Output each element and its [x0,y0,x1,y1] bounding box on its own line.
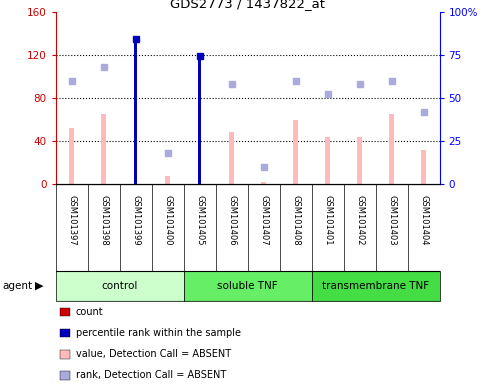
Bar [389,114,395,184]
Bar [69,128,74,184]
Bar [100,114,106,184]
Text: rank, Detection Call = ABSENT: rank, Detection Call = ABSENT [76,371,226,381]
Text: GSM101398: GSM101398 [99,195,108,245]
Text: count: count [76,307,103,317]
Text: ▶: ▶ [35,281,43,291]
Text: GSM101397: GSM101397 [67,195,76,245]
Text: GSM101399: GSM101399 [131,195,140,245]
Bar [261,182,267,184]
Bar [325,137,330,184]
Text: GSM101403: GSM101403 [387,195,396,245]
Bar [198,111,201,184]
Bar [134,44,138,184]
Bar [165,176,170,184]
Text: GSM101408: GSM101408 [291,195,300,245]
Text: GSM101401: GSM101401 [323,195,332,245]
Text: transmembrane TNF: transmembrane TNF [322,281,429,291]
Bar [421,150,426,184]
Bar [56,271,184,301]
Text: GSM101400: GSM101400 [163,195,172,245]
Text: value, Detection Call = ABSENT: value, Detection Call = ABSENT [76,349,231,359]
Bar [312,271,440,301]
Text: GSM101405: GSM101405 [195,195,204,245]
Bar [134,39,137,184]
Bar [198,56,201,184]
Title: GDS2773 / 1437822_at: GDS2773 / 1437822_at [170,0,325,10]
Text: percentile rank within the sample: percentile rank within the sample [76,328,241,338]
Text: agent: agent [2,281,32,291]
Bar [356,137,362,184]
Text: GSM101406: GSM101406 [227,195,236,245]
Text: soluble TNF: soluble TNF [217,281,278,291]
Text: GSM101402: GSM101402 [355,195,364,245]
Bar [293,119,298,184]
Text: GSM101407: GSM101407 [259,195,268,245]
Bar [184,271,312,301]
Bar [228,132,234,184]
Text: GSM101404: GSM101404 [419,195,428,245]
Text: control: control [101,281,138,291]
